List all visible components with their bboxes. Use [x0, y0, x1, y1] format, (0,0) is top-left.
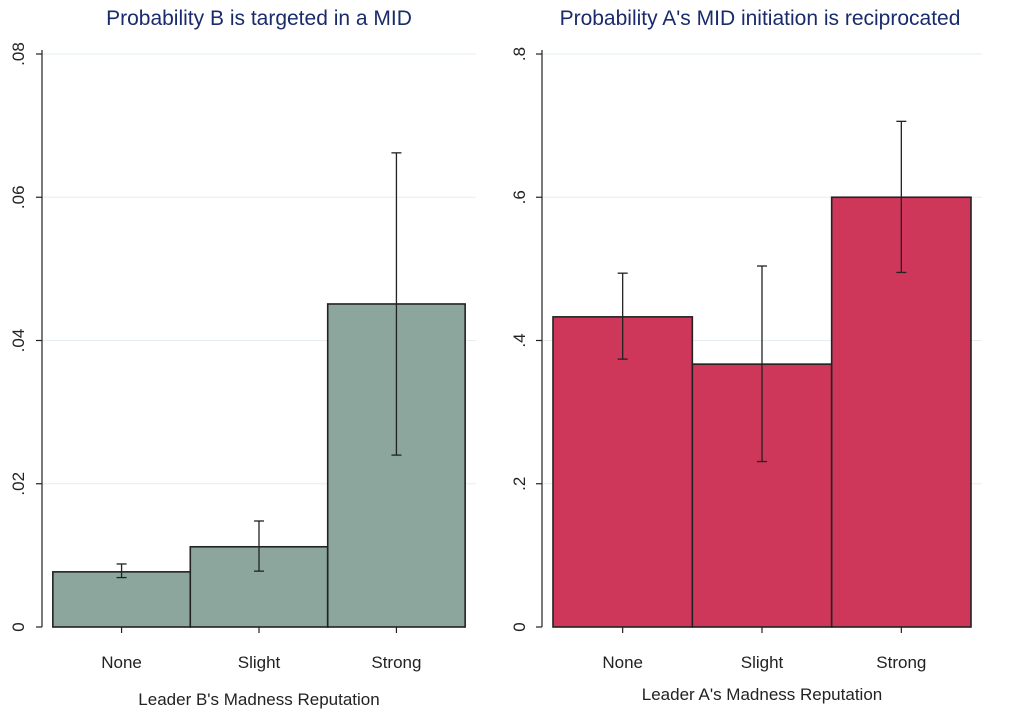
category-label: Strong [876, 653, 926, 672]
y-tick-label: .06 [9, 185, 28, 209]
category-label: Slight [741, 653, 784, 672]
y-tick-label: .08 [9, 42, 28, 66]
y-tick-label: .02 [9, 472, 28, 496]
x-axis-label: Leader B's Madness Reputation [138, 690, 379, 709]
bar-none [552, 316, 694, 628]
category-label: Strong [371, 653, 421, 672]
y-tick-label: .8 [510, 47, 529, 61]
y-tick-label: .4 [510, 333, 529, 347]
y-tick-label: 0 [510, 622, 529, 631]
y-tick-label: 0 [9, 622, 28, 631]
y-tick-label: .2 [510, 477, 529, 491]
chart-title: Probability A's MID initiation is recipr… [560, 7, 961, 30]
y-tick-label: .6 [510, 190, 529, 204]
left-chart-panel: None Slight Strong 0 .02 .04 .06 .08 Probability… [9, 7, 476, 709]
category-label: None [602, 653, 643, 672]
bar-none [52, 571, 192, 628]
chart-title: Probability B is targeted in a MID [106, 7, 412, 30]
category-label: None [101, 653, 142, 672]
y-tick-label: .04 [9, 329, 28, 353]
category-label: Slight [238, 653, 281, 672]
x-axis-label: Leader A's Madness Reputation [642, 685, 882, 704]
right-chart-panel: None Slight Strong 0 .2 .4 .6 .8 Probability A's… [510, 7, 982, 704]
